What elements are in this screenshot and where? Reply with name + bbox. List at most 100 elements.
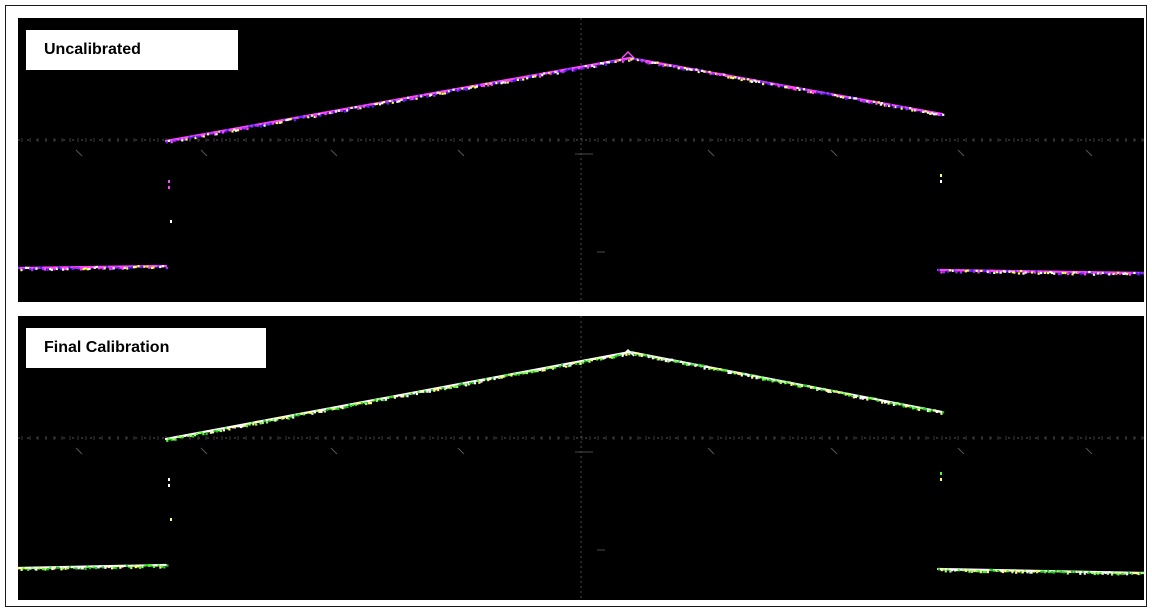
trace-sample — [302, 116, 305, 119]
trace-sample — [283, 118, 286, 122]
trace-sample — [758, 80, 761, 84]
trace-sample — [918, 109, 921, 112]
trace-sample — [628, 353, 631, 356]
trace-sample — [1111, 272, 1114, 275]
trace-sample — [606, 61, 609, 64]
waveform-plot-final-calibration — [18, 316, 1144, 600]
trace-sample — [839, 95, 842, 99]
trace-sample — [337, 109, 340, 112]
trace-sample — [1101, 572, 1104, 575]
trace-sample — [955, 568, 959, 572]
trace-sample — [562, 364, 565, 368]
trace-sample — [458, 383, 461, 386]
trace-sample — [69, 565, 72, 569]
trace-sample — [816, 388, 819, 391]
trace-sample — [622, 59, 626, 62]
trace-sample — [550, 366, 553, 369]
trace-sample — [904, 405, 907, 408]
trace-sample — [346, 109, 349, 112]
trace-sample — [980, 269, 983, 272]
trace-sample — [643, 59, 646, 62]
trace-sample — [205, 432, 208, 436]
trace-sample — [868, 397, 871, 400]
trace-sample — [332, 111, 335, 114]
trace-sample — [106, 565, 109, 568]
trace-sample — [602, 357, 605, 360]
trace-sample — [177, 435, 180, 438]
trace-sample — [1108, 571, 1111, 574]
trace-sample — [282, 416, 285, 420]
trace-sample — [604, 63, 607, 66]
trace-sample — [514, 373, 517, 376]
trace-sample — [590, 359, 594, 362]
trace-sample — [495, 376, 498, 379]
trace-sample — [90, 266, 93, 269]
trace-sample — [154, 265, 157, 268]
trace-sample — [165, 141, 169, 144]
division-mark — [330, 149, 338, 157]
trace-sample — [391, 101, 394, 104]
trace-sample — [327, 112, 330, 115]
trace-sample — [290, 415, 293, 418]
trace-sample — [920, 406, 923, 410]
trace-sample — [926, 409, 930, 413]
trace-sample — [612, 356, 615, 359]
trace-sample — [625, 353, 628, 356]
trace-sample — [493, 82, 496, 85]
trace-sample — [265, 123, 269, 126]
trace-sample — [1047, 271, 1050, 275]
trace-sample — [489, 377, 492, 381]
trace-sample — [109, 268, 112, 271]
trace-sample — [196, 432, 199, 435]
trace-sample — [340, 406, 343, 409]
trace-sample — [469, 86, 472, 89]
trace-sample — [292, 117, 295, 120]
trace-sample — [682, 68, 685, 71]
trace-sample — [406, 395, 409, 398]
trace-sample — [400, 98, 403, 101]
trace-sample — [949, 570, 952, 573]
trace-sample — [255, 423, 258, 426]
trace-sample — [931, 409, 934, 412]
trace-sample — [95, 567, 98, 570]
trace-sample — [381, 398, 384, 401]
trace-sample — [1126, 273, 1129, 276]
trace-sample — [1013, 271, 1016, 274]
trace-sample — [922, 110, 925, 113]
trace-sample — [1039, 271, 1043, 275]
trace-sample — [238, 425, 241, 428]
trace-sample — [1099, 272, 1102, 275]
trace-sample — [363, 105, 366, 108]
trace-sample — [124, 564, 127, 567]
trace-sample — [452, 385, 455, 388]
trace-sample — [940, 114, 943, 117]
trace-sample — [851, 96, 854, 99]
trace-sample — [885, 400, 888, 403]
trace-sample — [660, 358, 663, 361]
trace-sample — [575, 362, 578, 365]
trace-sample — [104, 566, 107, 569]
scope-graticule — [18, 316, 1144, 600]
trace-sample — [388, 100, 392, 103]
trace-sample — [333, 407, 336, 410]
trace-sample — [194, 137, 197, 140]
trace-sample — [226, 427, 230, 430]
trace-sample — [942, 568, 946, 571]
trace-sample — [179, 138, 182, 141]
trace-sample — [441, 386, 444, 390]
trace-sample — [44, 568, 47, 571]
trace-sample — [1073, 570, 1076, 574]
trace-sample — [128, 266, 131, 269]
trace-sample — [231, 426, 234, 429]
trace-sample — [161, 565, 164, 568]
trace-sample — [344, 110, 347, 113]
trace-sample — [95, 265, 98, 269]
trace-sample — [130, 266, 133, 269]
trace-sample — [935, 113, 938, 116]
outlier-sample — [168, 484, 170, 487]
trace-sample — [349, 405, 353, 408]
trace-sample — [872, 397, 876, 400]
trace-sample — [953, 269, 956, 272]
trace-sample — [493, 377, 496, 381]
trace-sample — [569, 364, 572, 367]
